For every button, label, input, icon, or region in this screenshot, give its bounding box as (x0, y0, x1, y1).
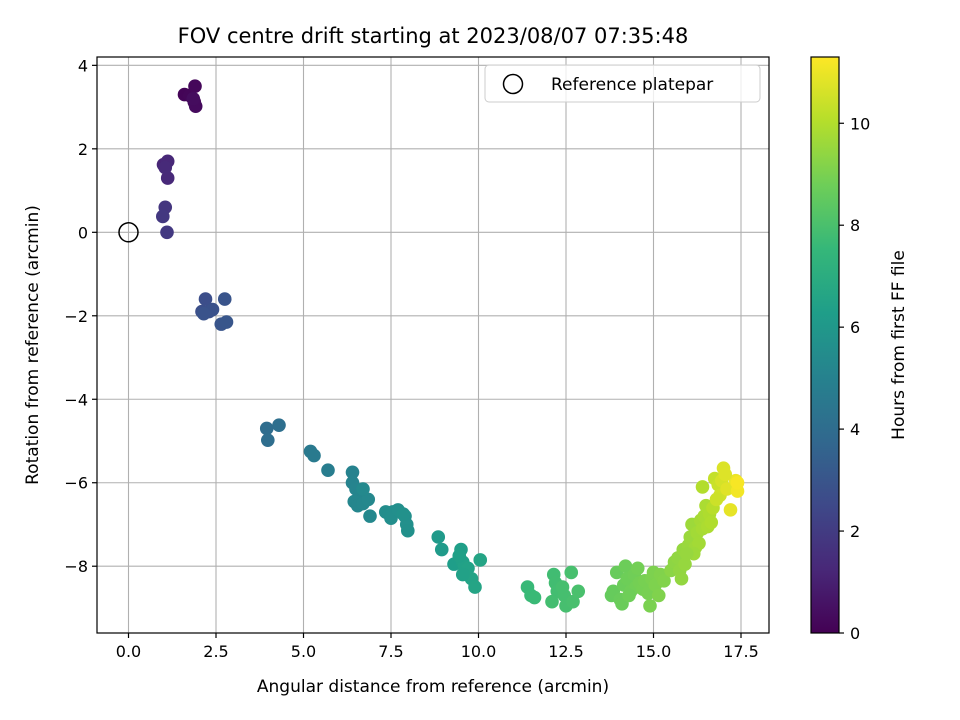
scatter-points (156, 79, 745, 613)
scatter-point (219, 315, 234, 329)
scatter-point (401, 523, 415, 538)
scatter-point (566, 594, 580, 609)
scatter-point (564, 565, 579, 580)
legend-marker-reference (502, 73, 524, 95)
scatter-point (321, 463, 335, 478)
scatter-point (452, 548, 467, 563)
scatter-point (188, 79, 202, 94)
legend: Reference platepar (484, 64, 761, 103)
scatter-point (455, 567, 470, 582)
scatter-point (434, 542, 449, 557)
colorbar-frame (810, 56, 840, 634)
scatter-point (361, 492, 376, 507)
scatter-point (651, 588, 666, 603)
x-axis-label: Angular distance from reference (arcmin) (257, 677, 609, 697)
scatter-point (160, 225, 174, 240)
chart-title: FOV centre drift starting at 2023/08/07 … (178, 24, 689, 48)
x-tick-label: 10.0 (461, 642, 497, 661)
scatter-point (363, 509, 377, 523)
scatter-point (396, 507, 411, 521)
colorbar-tick-label: 8 (850, 216, 860, 235)
x-tick-label: 15.0 (636, 642, 672, 661)
y-tick-label: −8 (64, 557, 88, 576)
x-tick-label: 2.5 (203, 642, 228, 661)
scatter-point (259, 421, 274, 436)
scatter-point (198, 292, 213, 306)
legend-box (484, 64, 761, 103)
scatter-point (160, 171, 175, 185)
scatter-point (186, 91, 201, 106)
plot-frame (96, 56, 770, 634)
scatter-point (657, 574, 671, 588)
scatter-point (555, 580, 570, 594)
scatter-point (695, 480, 710, 494)
x-tick-label: 17.5 (723, 642, 759, 661)
scatter-point (622, 588, 636, 603)
colorbar-bar (811, 57, 839, 633)
scatter-point (431, 530, 446, 544)
y-tick-label: 4 (78, 56, 88, 75)
colorbar-tick-label: 10 (850, 114, 870, 133)
y-tick-label: 0 (78, 223, 88, 242)
scatter-point (679, 546, 694, 561)
scatter-point (272, 418, 286, 432)
colorbar-tick-label: 2 (850, 522, 860, 541)
scatter-point (356, 482, 370, 496)
y-axis-label: Rotation from reference (arcmin) (23, 205, 43, 485)
scatter-point (473, 553, 488, 567)
scatter-point (709, 492, 724, 507)
x-tick-label: 12.5 (548, 642, 584, 661)
scatter-point (468, 580, 482, 594)
scatter-point (307, 448, 321, 463)
grid (97, 57, 769, 633)
scatter-point (720, 482, 734, 496)
reference-platepar-marker (118, 222, 139, 243)
scatter-point (545, 594, 559, 609)
y-tick-label: 2 (78, 140, 88, 159)
colorbar-ticks: 0 2 4 6 8 10 (839, 114, 870, 643)
scatter-point (630, 561, 645, 576)
scatter-point (571, 584, 586, 599)
colorbar-label: Hours from first FF file (889, 250, 909, 440)
scatter-point (692, 536, 706, 551)
scatter-point (261, 433, 275, 447)
scatter-point (196, 306, 211, 321)
scatter-point (704, 515, 719, 530)
y-axis-ticks: −8 −6 −4 −2 0 2 4 (64, 56, 97, 576)
scatter-point (527, 590, 542, 605)
scatter-point (156, 209, 170, 224)
colorbar-tick-label: 4 (850, 420, 860, 439)
scatter-point (158, 160, 173, 175)
colorbar-tick-label: 6 (850, 318, 860, 337)
x-axis-ticks: 0.0 2.5 5.0 7.5 10.0 12.5 15.0 17.5 (116, 633, 759, 661)
scatter-point (643, 599, 657, 613)
x-tick-label: 0.0 (116, 642, 141, 661)
scatter-point (678, 557, 692, 571)
scatter-point (217, 292, 232, 306)
scatter-point (345, 465, 360, 480)
y-tick-label: −4 (64, 390, 88, 409)
x-tick-label: 7.5 (378, 642, 403, 661)
colorbar-tick-label: 0 (850, 624, 860, 643)
scatter-point (730, 475, 745, 490)
colorbar: 0 2 4 6 8 10 Hours from first FF file (810, 56, 909, 643)
y-tick-label: −6 (64, 474, 88, 493)
x-tick-label: 5.0 (291, 642, 316, 661)
scatter-point (723, 503, 738, 517)
scatter-point (718, 467, 733, 482)
scatter-point (674, 571, 689, 586)
scatter-point (618, 559, 633, 574)
y-tick-label: −2 (64, 307, 88, 326)
legend-label-reference: Reference platepar (551, 75, 713, 95)
